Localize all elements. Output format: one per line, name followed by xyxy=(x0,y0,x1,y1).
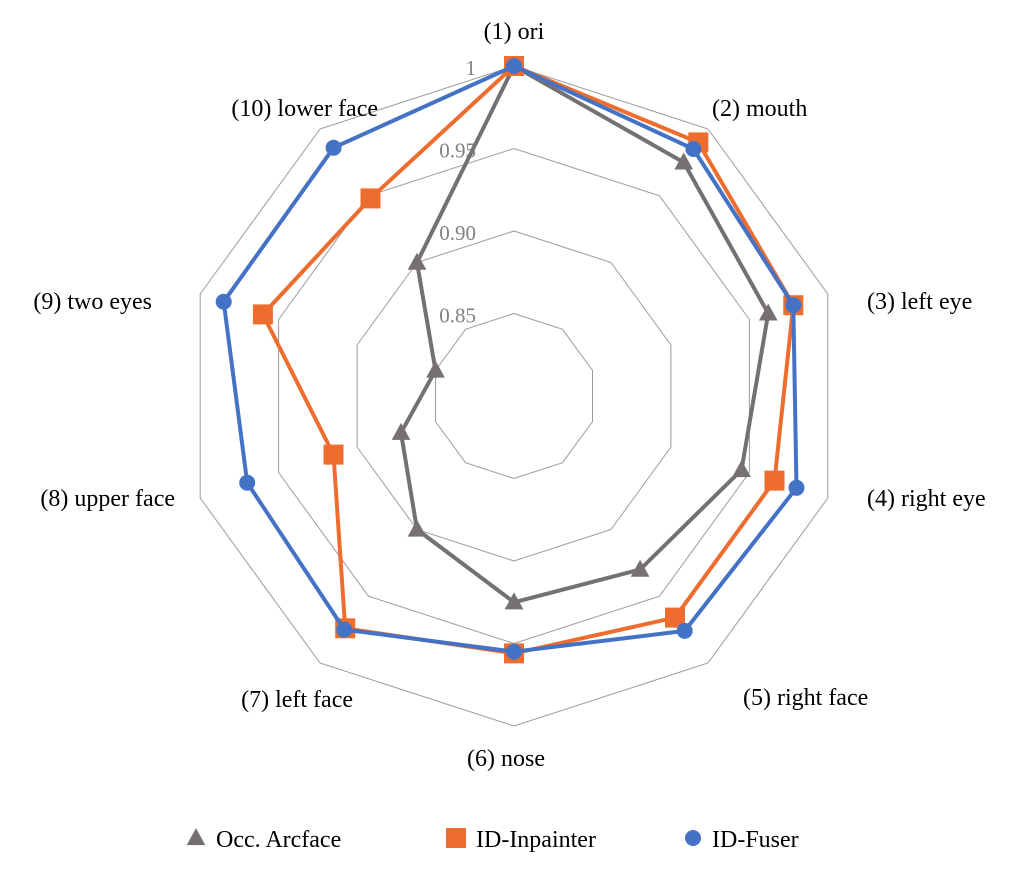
data-point xyxy=(325,139,342,156)
legend-item: ID-Fuser xyxy=(685,827,799,853)
series-occ-arcface xyxy=(391,56,778,610)
data-point xyxy=(764,470,785,491)
axis-label: (2) mouth xyxy=(712,96,807,122)
series-line xyxy=(221,64,799,654)
data-point xyxy=(785,297,802,314)
axis-label: (3) left eye xyxy=(867,289,972,315)
axis-labels: (1) ori (2) mouth (3) left eye (4) right ey… xyxy=(33,19,985,772)
data-point xyxy=(630,559,650,577)
legend-marker xyxy=(446,828,466,848)
radar-grid xyxy=(199,65,829,727)
data-point xyxy=(215,293,232,310)
data-point xyxy=(252,304,273,325)
axis-label: (5) right face xyxy=(743,685,868,711)
data-point xyxy=(665,607,685,628)
data-point xyxy=(788,479,805,496)
axis-label: (10) lower face xyxy=(231,96,378,122)
data-point xyxy=(407,252,427,270)
grid-ring xyxy=(199,65,829,727)
tick-labels: 0.850.900.951 xyxy=(439,56,476,328)
legend-marker xyxy=(186,828,206,846)
legend-label: ID-Inpainter xyxy=(476,827,596,853)
data-point xyxy=(674,152,694,170)
series-line xyxy=(260,64,796,656)
data-point xyxy=(676,622,693,639)
tick-label: 0.85 xyxy=(439,304,476,328)
data-point xyxy=(685,141,702,157)
data-point xyxy=(732,460,751,478)
axis-label: (9) two eyes xyxy=(33,289,152,315)
data-point xyxy=(758,303,778,321)
data-point xyxy=(239,474,256,491)
data-point xyxy=(360,188,381,209)
legend: Occ. Arcface ID-Inpainter ID-Fuser xyxy=(186,827,799,853)
data-point xyxy=(336,621,353,638)
data-point xyxy=(323,444,344,465)
tick-label: 1 xyxy=(466,56,477,80)
data-point xyxy=(391,422,411,440)
grid-ring xyxy=(356,230,672,562)
series-id-fuser xyxy=(215,58,805,660)
data-point xyxy=(407,519,427,537)
data-point xyxy=(506,58,522,74)
legend-label: Occ. Arcface xyxy=(216,827,341,853)
legend-marker xyxy=(685,830,701,846)
grid-ring xyxy=(435,312,593,480)
legend-item: Occ. Arcface xyxy=(186,827,341,853)
axis-label: (4) right eye xyxy=(867,486,986,512)
axis-label: (7) left face xyxy=(241,687,353,713)
legend-item: ID-Inpainter xyxy=(446,827,596,853)
axis-label: (6) nose xyxy=(467,746,545,772)
tick-label: 0.90 xyxy=(439,221,476,245)
data-point xyxy=(426,360,445,378)
legend-label: ID-Fuser xyxy=(712,827,799,853)
axis-label: (1) ori xyxy=(484,19,545,45)
data-point xyxy=(504,592,524,610)
axis-label: (8) upper face xyxy=(40,486,175,512)
series-layer xyxy=(215,56,805,664)
data-point xyxy=(506,643,522,660)
